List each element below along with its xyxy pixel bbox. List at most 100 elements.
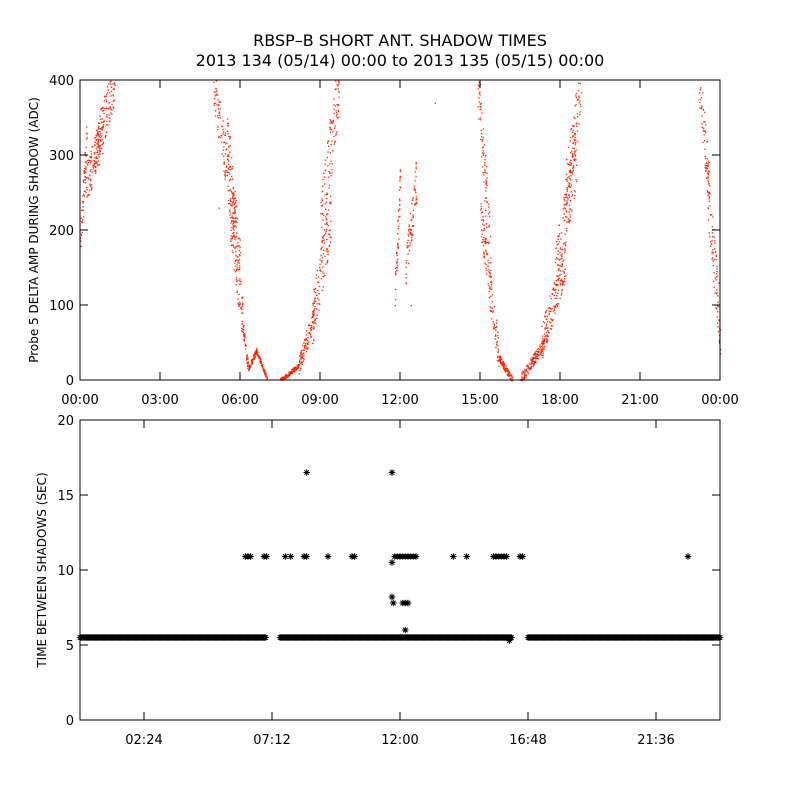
- delta-amp-point: [334, 88, 337, 91]
- delta-amp-point: [527, 373, 529, 375]
- delta-amp-point: [239, 303, 241, 305]
- delta-amp-point: [412, 209, 415, 211]
- delta-amp-point: [712, 249, 714, 251]
- delta-amp-point: [482, 146, 484, 148]
- delta-amp-point: [501, 362, 503, 364]
- delta-amp-point: [228, 154, 230, 156]
- delta-amp-point: [477, 106, 479, 108]
- delta-amp-point: [103, 107, 106, 110]
- delta-amp-point: [102, 142, 105, 145]
- delta-amp-point: [492, 310, 494, 312]
- delta-amp-point: [496, 334, 499, 337]
- delta-amp-point: [702, 108, 704, 111]
- delta-amp-point: [82, 179, 85, 181]
- delta-amp-point: [300, 350, 302, 352]
- delta-amp-point: [547, 339, 549, 342]
- delta-amp-point: [106, 100, 108, 103]
- delta-amp-point: [511, 376, 513, 378]
- delta-amp-point: [708, 196, 710, 198]
- delta-amp-point: [232, 222, 235, 224]
- delta-amp-point: [507, 374, 510, 377]
- delta-amp-point: [483, 252, 485, 255]
- delta-amp-point: [700, 108, 702, 110]
- delta-amp-point: [338, 96, 340, 98]
- delta-amp-point: [86, 196, 88, 198]
- delta-amp-point: [326, 238, 328, 241]
- delta-amp-point: [484, 169, 486, 171]
- delta-amp-point: [110, 86, 113, 88]
- delta-amp-point: [249, 367, 251, 369]
- delta-amp-point: [224, 178, 226, 180]
- delta-amp-point: [410, 240, 413, 242]
- delta-amp-point: [533, 353, 535, 355]
- delta-amp-point: [248, 367, 251, 369]
- delta-amp-point: [321, 204, 323, 207]
- delta-amp-point: [509, 377, 512, 379]
- delta-amp-point: [571, 210, 573, 212]
- delta-amp-point: [80, 240, 82, 242]
- delta-amp-point: [217, 99, 219, 101]
- delta-amp-point: [396, 262, 398, 264]
- delta-amp-point: [711, 252, 713, 255]
- delta-amp-point: [554, 312, 556, 314]
- delta-amp-point: [89, 174, 91, 177]
- delta-amp-point: [87, 195, 89, 197]
- delta-amp-point: [554, 297, 556, 300]
- delta-amp-point: [573, 189, 575, 192]
- delta-amp-point: [326, 259, 329, 262]
- delta-amp-point: [329, 203, 332, 205]
- delta-amp-point: [480, 229, 483, 231]
- delta-amp-point: [572, 131, 574, 133]
- delta-amp-point: [321, 199, 324, 202]
- delta-amp-point: [573, 116, 575, 119]
- delta-amp-point: [496, 360, 499, 362]
- delta-amp-point: [87, 176, 89, 179]
- time-between-shadows-point: [412, 553, 420, 560]
- delta-amp-point: [545, 332, 548, 334]
- delta-amp-point: [299, 357, 302, 359]
- delta-amp-point: [552, 288, 554, 291]
- delta-amp-point: [334, 105, 337, 107]
- delta-amp-point: [215, 94, 217, 96]
- delta-amp-point: [533, 354, 535, 356]
- delta-amp-point: [530, 362, 533, 364]
- delta-amp-point: [283, 377, 286, 379]
- delta-amp-point: [566, 221, 568, 223]
- delta-amp-point: [573, 141, 575, 143]
- delta-amp-point: [82, 209, 85, 211]
- delta-amp-point: [265, 374, 267, 376]
- delta-amp-point: [81, 209, 83, 211]
- delta-amp-point: [709, 171, 711, 173]
- delta-amp-x-tick-label: 00:00: [701, 393, 738, 408]
- delta-amp-point: [533, 364, 535, 366]
- delta-amp-point: [489, 275, 491, 277]
- delta-amp-point: [574, 136, 576, 139]
- delta-amp-point: [336, 112, 338, 114]
- delta-amp-point: [398, 216, 400, 218]
- delta-amp-point: [337, 85, 339, 87]
- delta-amp-point: [235, 251, 237, 253]
- delta-amp-point: [233, 234, 235, 236]
- delta-amp-point: [82, 180, 85, 182]
- delta-amp-point: [536, 357, 539, 360]
- delta-amp-point: [215, 88, 217, 90]
- delta-amp-point: [406, 242, 409, 244]
- delta-amp-point: [707, 207, 709, 209]
- delta-amp-point: [570, 163, 573, 165]
- delta-amp-point: [574, 139, 576, 142]
- time-between-shadows-x-tick-label: 12:00: [381, 733, 418, 748]
- delta-amp-point: [485, 237, 487, 240]
- delta-amp-point: [567, 218, 570, 220]
- delta-amp-point: [87, 178, 89, 180]
- delta-amp-point: [503, 369, 506, 372]
- delta-amp-point: [552, 319, 554, 321]
- delta-amp-point: [234, 225, 236, 227]
- delta-amp-point: [338, 116, 340, 119]
- delta-amp-point: [110, 83, 112, 85]
- delta-amp-point: [112, 100, 114, 102]
- delta-amp-point: [308, 341, 310, 343]
- delta-amp-point: [90, 168, 92, 171]
- delta-amp-point: [86, 133, 88, 135]
- delta-amp-point: [479, 91, 481, 93]
- delta-amp-point: [571, 194, 574, 196]
